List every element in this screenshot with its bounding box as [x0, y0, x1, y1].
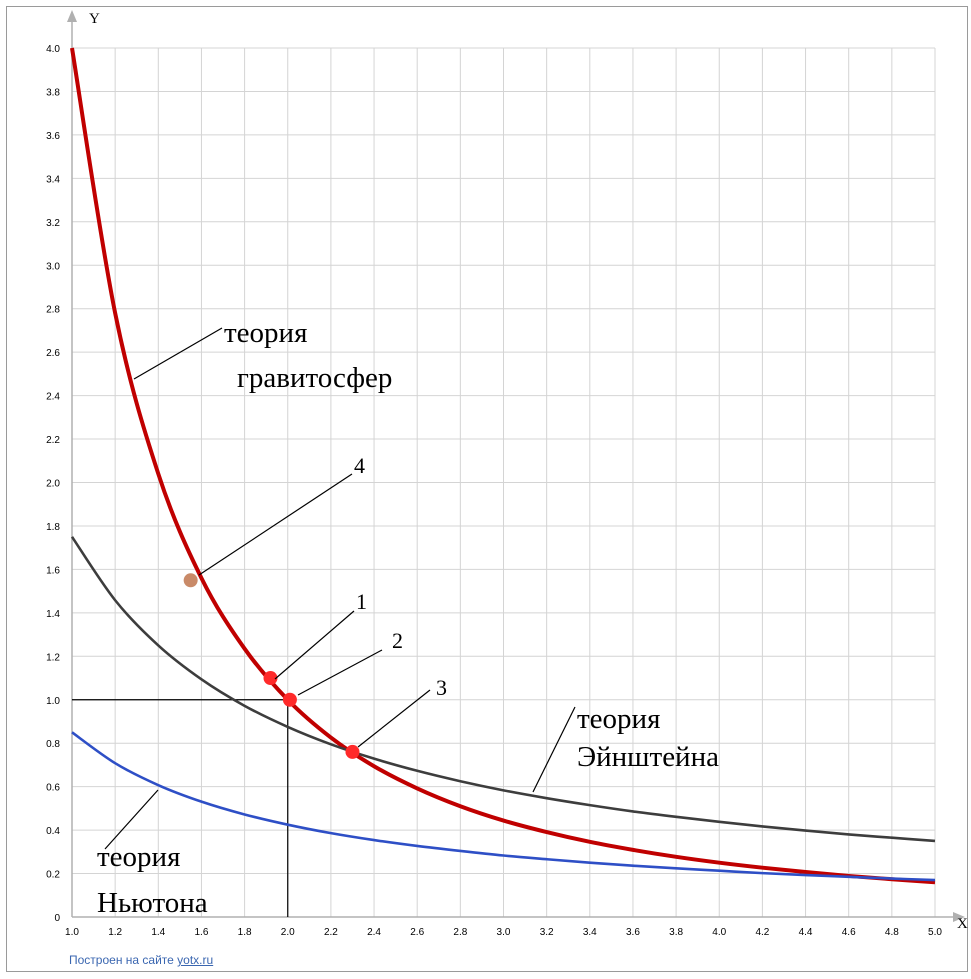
x-tick-labels: 1.0 1.2 1.4 1.6 1.8 2.0 2.2 2.4 2.6 2.8 3.0 3.2 3.4 3…	[65, 927, 942, 938]
x-tick-label: 3.2	[540, 927, 554, 938]
y-tick-label: 0.6	[46, 783, 60, 794]
x-tick-label: 3.4	[583, 927, 597, 938]
y-tick-label: 3.8	[46, 87, 60, 98]
y-tick-label: 1.4	[46, 609, 60, 620]
guide-lines	[72, 699, 289, 917]
series-line-newton	[71, 731, 936, 882]
y-tick-label: 3.6	[46, 131, 60, 142]
y-tick-label: 2.0	[46, 479, 60, 490]
leader-einstein	[532, 706, 576, 793]
x-tick-label: 1.0	[65, 927, 79, 938]
x-tick-label: 2.2	[324, 927, 338, 938]
point-4	[183, 573, 198, 588]
point-1	[263, 671, 278, 686]
leader-point-2	[297, 649, 383, 696]
series-line-einstein	[70, 536, 936, 843]
x-tick-label: 1.8	[238, 927, 252, 938]
leader-point-1	[274, 610, 355, 680]
y-tick-label: 4.0	[46, 44, 60, 55]
x-tick-label: 4.0	[712, 927, 726, 938]
point-3	[345, 744, 360, 759]
y-tick-label: 0.8	[46, 739, 60, 750]
x-tick-label: 4.2	[755, 927, 769, 938]
x-tick-label: 1.6	[194, 927, 208, 938]
x-tick-label: 3.8	[669, 927, 683, 938]
label-newton-2: Ньютона	[97, 887, 208, 919]
y-tick-label: 3.0	[46, 261, 60, 272]
credit-link[interactable]: yotx.ru	[177, 953, 214, 967]
credit: Построен на сайте yotx.ru	[69, 953, 213, 967]
x-tick-label: 3.6	[626, 927, 640, 938]
marked-points	[183, 573, 360, 759]
y-tick-labels: 0 0.2 0.4 0.6 0.8 1.0 1.2 1.4 1.6 1.8 2.0 2.2 2.4 2.6…	[46, 44, 60, 924]
x-tick-label: 1.4	[151, 927, 165, 938]
label-einstein-2: Эйнштейна	[577, 741, 719, 773]
y-axis-label: Y	[89, 11, 100, 27]
x-axis-arrow	[953, 912, 965, 922]
label-point-3: 3	[436, 675, 447, 700]
y-axis-arrow	[67, 10, 77, 22]
y-tick-label: 2.6	[46, 348, 60, 359]
leader-point-3	[357, 689, 431, 748]
y-tick-label: 2.8	[46, 305, 60, 316]
x-tick-label: 2.0	[281, 927, 295, 938]
annotations: теория гравитосфер теория Эйнштейна теор…	[97, 317, 719, 919]
y-tick-label: 2.2	[46, 435, 60, 446]
y-tick-label: 0.2	[46, 870, 60, 881]
y-tick-label: 0	[54, 913, 60, 924]
x-axis-label: X	[957, 916, 968, 932]
leader-gravitosphere	[133, 327, 223, 380]
leader-lines	[104, 327, 576, 850]
x-tick-label: 4.4	[799, 927, 813, 938]
label-gravitosphere-1: теория	[224, 317, 307, 349]
label-point-2: 2	[392, 628, 403, 653]
credit-prefix: Построен на сайте	[69, 953, 178, 967]
y-tick-label: 1.8	[46, 522, 60, 533]
axes: Y X	[67, 10, 968, 932]
x-tick-label: 2.6	[410, 927, 424, 938]
y-tick-label: 2.4	[46, 392, 60, 403]
label-point-1: 1	[356, 589, 367, 614]
y-tick-label: 0.4	[46, 826, 60, 837]
x-tick-label: 4.6	[842, 927, 856, 938]
chart-frame	[6, 6, 968, 972]
y-tick-label: 1.6	[46, 565, 60, 576]
x-tick-label: 4.8	[885, 927, 899, 938]
x-tick-label: 1.2	[108, 927, 122, 938]
x-tick-label: 2.8	[453, 927, 467, 938]
point-2	[282, 692, 297, 707]
label-gravitosphere-2: гравитосфер	[237, 362, 392, 394]
y-tick-label: 3.2	[46, 218, 60, 229]
y-tick-label: 3.4	[46, 174, 60, 185]
x-tick-label: 2.4	[367, 927, 381, 938]
x-tick-label: 3.0	[497, 927, 511, 938]
y-tick-label: 1.0	[46, 696, 60, 707]
leader-newton	[104, 789, 159, 850]
label-einstein-1: теория	[577, 703, 660, 735]
x-tick-label: 5.0	[928, 927, 942, 938]
series-lines	[70, 47, 936, 885]
grid	[72, 47, 936, 917]
label-newton-1: теория	[97, 841, 180, 873]
series-line-gravitosphere	[70, 47, 936, 885]
label-point-4: 4	[354, 453, 365, 478]
y-tick-label: 1.2	[46, 652, 60, 663]
leader-point-4	[198, 473, 353, 576]
